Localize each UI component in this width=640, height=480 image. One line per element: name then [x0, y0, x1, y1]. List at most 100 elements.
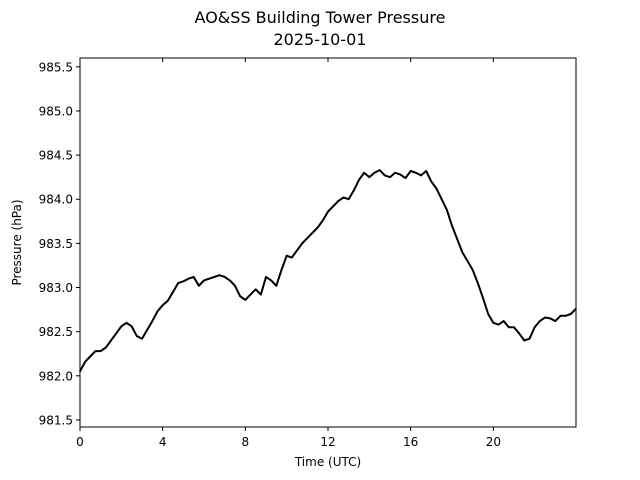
data-point: [347, 198, 350, 201]
data-point: [89, 355, 92, 358]
data-point: [384, 174, 386, 177]
data-point: [502, 320, 505, 322]
data-point: [322, 219, 324, 222]
y-axis-label: Pressure (hPa): [10, 199, 24, 285]
data-point: [523, 339, 526, 342]
data-point: [446, 209, 448, 211]
data-point: [239, 295, 241, 298]
data-point: [327, 210, 329, 213]
data-point: [192, 276, 195, 278]
data-point: [482, 297, 484, 299]
data-point: [508, 326, 510, 329]
data-point: [172, 291, 174, 293]
data-point: [492, 322, 495, 324]
data-point: [440, 198, 443, 201]
data-point: [203, 279, 205, 282]
y-tick-label: 985.0: [39, 104, 73, 118]
data-point: [306, 237, 309, 239]
x-tick-label: 8: [242, 435, 250, 449]
data-point: [275, 284, 278, 287]
y-tick-label: 984.0: [39, 193, 73, 207]
x-tick-label: 0: [76, 435, 84, 449]
data-point: [187, 277, 190, 280]
data-point: [404, 177, 407, 179]
data-point: [528, 337, 531, 340]
data-point: [167, 299, 169, 302]
data-point: [456, 238, 458, 240]
data-point: [265, 276, 267, 278]
data-point: [559, 314, 562, 317]
y-tick-label: 982.0: [39, 369, 73, 383]
data-layer: [79, 169, 577, 373]
data-point: [358, 179, 360, 181]
data-point: [311, 231, 314, 234]
x-tick-label: 12: [320, 435, 335, 449]
data-point: [389, 176, 391, 178]
data-point: [229, 279, 231, 282]
data-point: [301, 242, 303, 245]
data-point: [471, 269, 474, 271]
data-point: [533, 326, 536, 329]
data-point: [544, 316, 546, 319]
data-point: [564, 314, 567, 317]
data-point: [130, 325, 133, 328]
y-tick-label: 981.5: [39, 413, 73, 427]
data-point: [497, 323, 500, 326]
x-tick-label: 4: [159, 435, 167, 449]
data-point: [332, 205, 334, 208]
data-point: [296, 249, 298, 252]
y-tick-label: 983.0: [39, 281, 73, 295]
data-point: [218, 274, 221, 276]
data-point: [213, 276, 216, 278]
y-tick-label: 985.5: [39, 60, 73, 74]
data-point: [125, 322, 128, 324]
y-tick-label: 982.5: [39, 325, 73, 339]
data-point: [337, 200, 340, 202]
data-point: [223, 276, 226, 278]
data-point: [84, 360, 86, 363]
data-point: [105, 346, 107, 349]
data-point: [461, 251, 464, 254]
data-point: [254, 288, 257, 291]
data-point: [136, 335, 138, 337]
data-point: [110, 339, 112, 342]
data-point: [518, 332, 520, 335]
data-point: [151, 320, 154, 322]
plot-area-frame: [79, 57, 577, 428]
data-point: [554, 320, 557, 322]
data-point: [285, 254, 288, 257]
data-point: [549, 317, 551, 320]
data-point: [466, 260, 469, 262]
chart-title: AO&SS Building Tower Pressure: [195, 8, 446, 27]
y-tick-label: 983.5: [39, 237, 73, 251]
y-tick-label: 984.5: [39, 149, 73, 163]
ticks-layer: 0 4 8 12 16 20 981.5 982.0 982.5 983.0 983.5 984.0 9…: [39, 58, 501, 449]
data-point: [539, 320, 541, 322]
data-point: [570, 313, 572, 315]
data-point: [141, 337, 143, 340]
data-point: [260, 293, 262, 296]
data-point: [513, 326, 515, 329]
data-point: [198, 284, 200, 287]
data-point: [451, 224, 453, 227]
data-point: [353, 189, 355, 192]
data-point: [430, 180, 433, 183]
x-axis-label: Time (UTC): [294, 455, 361, 469]
data-point: [399, 173, 402, 176]
data-point: [94, 350, 97, 352]
data-point: [373, 171, 376, 174]
data-point: [477, 282, 479, 284]
data-point: [378, 169, 381, 171]
data-point: [342, 196, 345, 199]
data-point: [161, 304, 164, 306]
data-point: [280, 269, 283, 271]
data-point: [316, 226, 319, 229]
data-point: [394, 171, 396, 174]
data-point: [425, 170, 427, 172]
data-point: [420, 174, 422, 177]
data-point: [156, 310, 159, 313]
data-point: [249, 293, 252, 296]
data-point: [244, 299, 247, 301]
